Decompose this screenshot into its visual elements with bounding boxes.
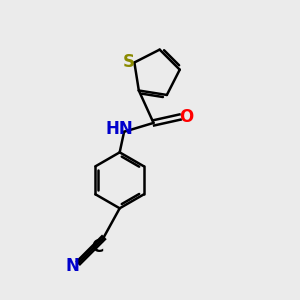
Text: S: S xyxy=(122,53,134,71)
Text: O: O xyxy=(179,108,193,126)
Text: C: C xyxy=(91,238,103,256)
Text: HN: HN xyxy=(106,120,134,138)
Text: N: N xyxy=(66,257,80,275)
